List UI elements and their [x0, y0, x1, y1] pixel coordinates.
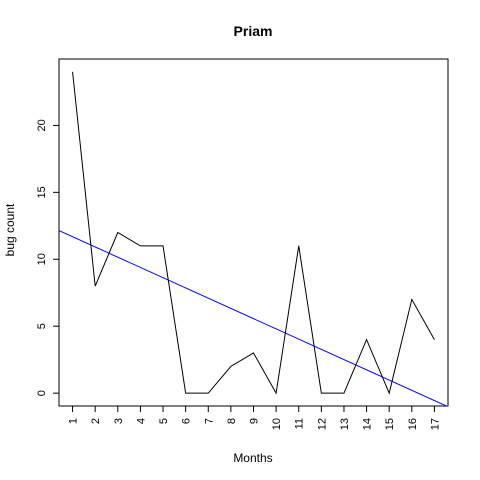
x-tick-label-15: 15	[384, 418, 396, 430]
x-tick-label-16: 16	[407, 418, 419, 430]
x-tick-label-5: 5	[158, 418, 170, 424]
x-tick-label-3: 3	[113, 418, 125, 424]
x-tick-label-6: 6	[181, 418, 193, 424]
x-tick-label-10: 10	[271, 418, 283, 430]
y-tick-label-10: 10	[36, 253, 48, 265]
chart-title: Priam	[234, 23, 273, 39]
x-tick-label-4: 4	[135, 418, 147, 424]
y-tick-label-20: 20	[36, 119, 48, 131]
x-tick-label-13: 13	[339, 418, 351, 430]
x-tick-label-1: 1	[68, 418, 80, 424]
y-tick-label-0: 0	[36, 390, 48, 396]
x-tick-label-2: 2	[90, 418, 102, 424]
x-tick-label-17: 17	[429, 418, 441, 430]
x-tick-label-8: 8	[226, 418, 238, 424]
trend-line	[59, 230, 448, 406]
x-tick-label-7: 7	[203, 418, 215, 424]
x-tick-label-9: 9	[249, 418, 261, 424]
series-line-0	[72, 71, 435, 395]
x-axis-label: Months	[233, 451, 272, 465]
x-tick-label-11: 11	[294, 418, 306, 429]
x-tick-label-12: 12	[316, 418, 328, 430]
y-tick-label-5: 5	[36, 323, 48, 329]
x-tick-label-14: 14	[362, 418, 374, 430]
y-tick-label-15: 15	[36, 186, 48, 198]
y-axis-label: bug count	[3, 203, 17, 256]
